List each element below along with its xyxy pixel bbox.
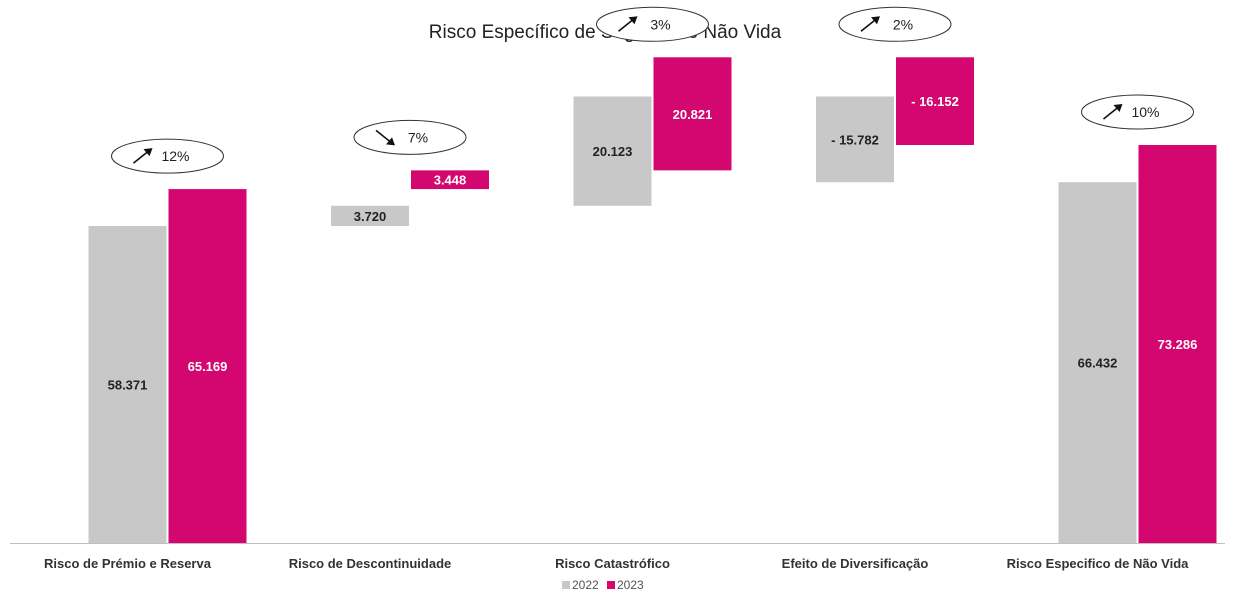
label-2022: - 15.782 xyxy=(831,132,879,147)
badge-outline xyxy=(596,6,709,42)
arrow-up-right-icon xyxy=(618,16,638,32)
label-2022: 3.720 xyxy=(354,209,387,224)
bar-2022 xyxy=(816,96,894,183)
category-labels-layer: Risco de Prémio e Reserva Risco de Descon… xyxy=(44,556,1189,571)
bar-2023 xyxy=(1138,144,1217,543)
arrow-up-right-icon xyxy=(860,16,880,32)
category-label: Risco de Descontinuidade xyxy=(289,556,452,571)
change-badges-layer: 12% 7% 3% 2% 10% xyxy=(111,6,1194,174)
change-badge: 2% xyxy=(838,6,952,42)
legend: 2022 2023 xyxy=(562,578,644,592)
label-2022: 20.123 xyxy=(593,144,633,159)
label-2023: 65.169 xyxy=(188,359,228,374)
change-percent: 2% xyxy=(893,16,913,32)
bar-2022 xyxy=(1058,182,1137,544)
bar-2022 xyxy=(331,205,409,226)
badge-outline xyxy=(111,138,224,174)
badge-outline xyxy=(353,119,467,155)
change-percent: 7% xyxy=(408,129,428,145)
label-2023: 20.821 xyxy=(673,107,713,122)
bar-2023 xyxy=(653,57,732,171)
label-2022: 66.432 xyxy=(1078,356,1118,371)
badge-outline xyxy=(838,6,952,42)
bar-2023 xyxy=(896,57,974,145)
legend-label-2022: 2022 xyxy=(572,578,599,592)
label-2022: 58.371 xyxy=(108,378,148,393)
badge-outline xyxy=(1081,94,1194,130)
legend-swatch-2022 xyxy=(562,581,570,589)
bar-2023 xyxy=(168,189,247,544)
change-badge: 10% xyxy=(1081,94,1194,130)
bars-layer xyxy=(88,57,1217,544)
change-percent: 3% xyxy=(650,16,670,32)
label-2023: 73.286 xyxy=(1158,337,1198,352)
change-badge: 3% xyxy=(596,6,709,42)
category-label: Risco Especifico de Não Vida xyxy=(1007,556,1190,571)
label-2023: - 16.152 xyxy=(911,94,959,109)
category-label: Efeito de Diversificação xyxy=(782,556,929,571)
change-percent: 10% xyxy=(1131,104,1159,120)
category-label: Risco Catastrófico xyxy=(555,556,670,571)
bar-2022 xyxy=(573,96,652,206)
legend-swatch-2023 xyxy=(607,581,615,589)
change-percent: 12% xyxy=(161,148,189,164)
arrow-up-right-icon xyxy=(1103,103,1123,120)
arrow-down-right-icon xyxy=(375,129,395,146)
bar-2023 xyxy=(411,170,489,190)
category-label: Risco de Prémio e Reserva xyxy=(44,556,212,571)
change-badge: 12% xyxy=(111,138,224,174)
bar-labels-layer: 58.371 65.169 3.720 3.448 20.123 20.821 - 15.7… xyxy=(108,94,1198,392)
change-badge: 7% xyxy=(353,119,467,155)
legend-label-2023: 2023 xyxy=(617,578,644,592)
label-2023: 3.448 xyxy=(434,173,467,188)
arrow-up-right-icon xyxy=(133,148,153,164)
bar-2022 xyxy=(88,226,167,543)
